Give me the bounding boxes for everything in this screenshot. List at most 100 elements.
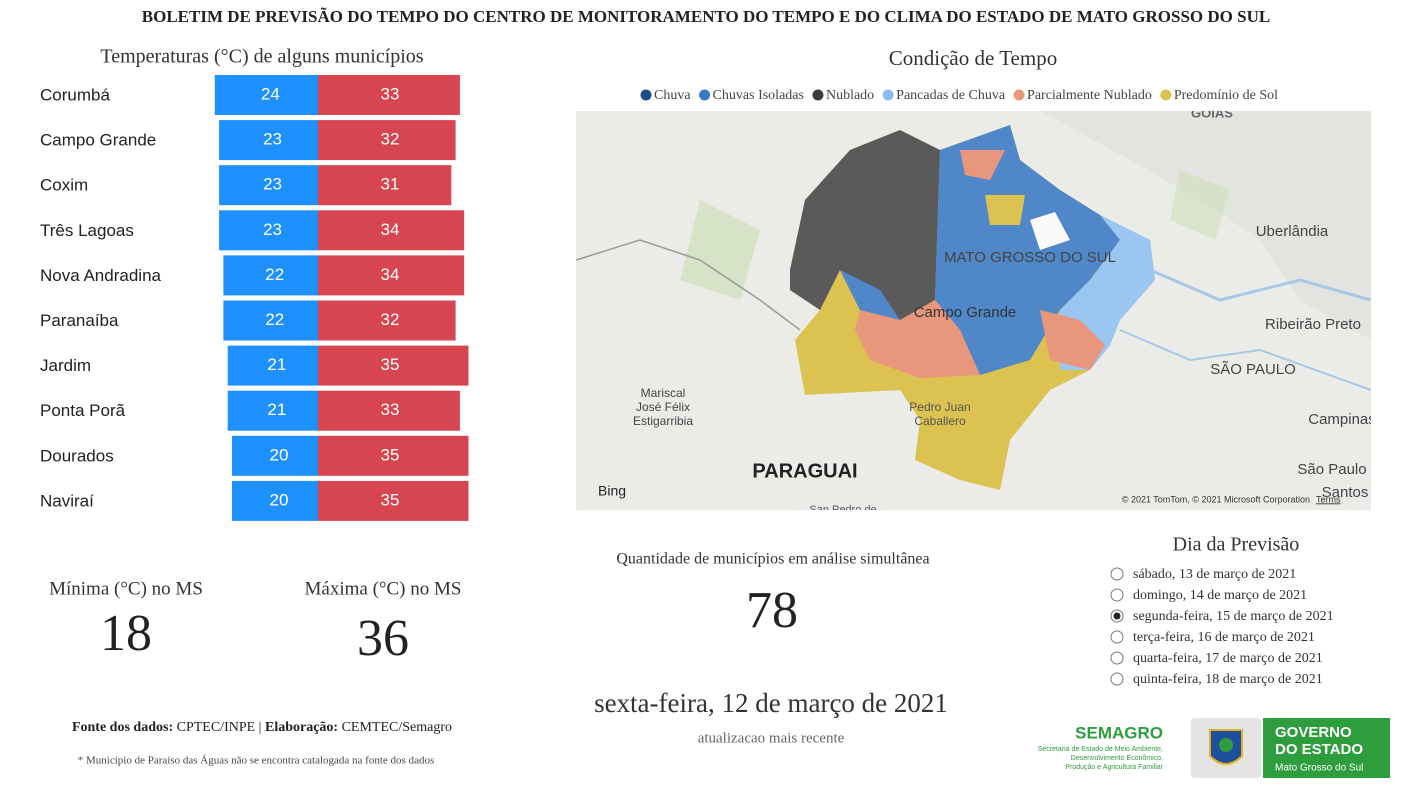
legend-label: Predomínio de Sol — [1174, 88, 1278, 103]
value-label: 35 — [381, 445, 400, 464]
temperature-chart: Corumbá 24 33 Campo Grande 23 32 Coxim 23 31 Três… — [40, 75, 469, 521]
map-legend: Chuva Chuvas Isoladas Nublado Pancadas de C… — [640, 88, 1278, 103]
page-title: BOLETIM DE PREVISÃO DO TEMPO DO CENTRO D… — [142, 7, 1270, 26]
value-label: 34 — [381, 220, 400, 239]
map-label: Ribeirão Preto — [1265, 316, 1361, 333]
value-label: 21 — [267, 355, 286, 374]
bar — [318, 75, 460, 115]
value-label: 35 — [381, 490, 400, 509]
value-label: 33 — [381, 84, 400, 103]
value-label: 20 — [270, 445, 289, 464]
option-label[interactable]: quinta-feira, 18 de março de 2021 — [1133, 672, 1323, 687]
governo-logo: GOVERNO DO ESTADO Mato Grosso do Sul — [1191, 718, 1390, 778]
update-date: sexta-feira, 12 de março de 2021 — [594, 688, 948, 718]
category-label: Dourados — [40, 446, 114, 465]
option-label[interactable]: terça-feira, 16 de março de 2021 — [1133, 630, 1315, 645]
semagro-line: Produção e Agricultura Familiar — [1065, 764, 1163, 771]
map-label: São Paulo — [1297, 461, 1366, 478]
value-label: 21 — [267, 400, 286, 419]
bar — [318, 480, 469, 521]
max-value: 36 — [357, 610, 409, 667]
map-label: MATO GROSSO DO SUL — [944, 249, 1116, 266]
governo-line: Mato Grosso do Sul — [1275, 763, 1363, 774]
value-label: 23 — [263, 220, 282, 239]
category-label: Jardim — [40, 356, 91, 375]
semagro-line: Secretaria de Estado de Meio Ambiente, — [1038, 746, 1163, 753]
map-terms[interactable]: Terms — [1316, 494, 1341, 504]
value-label: 22 — [265, 310, 284, 329]
map-label: Pedro Juan — [909, 400, 970, 414]
legend-marker — [1160, 89, 1172, 101]
bar — [223, 300, 318, 341]
bar — [219, 165, 318, 206]
legend-marker — [882, 89, 894, 101]
bar — [227, 390, 318, 431]
value-label: 22 — [265, 265, 284, 284]
option-label[interactable]: quarta-feira, 17 de março de 2021 — [1133, 651, 1323, 666]
governo-line: DO ESTADO — [1275, 741, 1363, 758]
value-label: 33 — [381, 400, 400, 419]
bar — [318, 165, 452, 206]
bar — [318, 390, 460, 431]
governo-line: GOVERNO — [1275, 724, 1352, 741]
map-attribution: © 2021 TomTom, © 2021 Microsoft Corporat… — [1122, 494, 1310, 504]
value-label: 23 — [263, 130, 282, 149]
bar — [318, 210, 465, 251]
map-title: Condição de Tempo — [889, 46, 1057, 70]
legend-label: Pancadas de Chuva — [896, 88, 1006, 103]
forecast-options: sábado, 13 de março de 2021 domingo, 14 d… — [1110, 567, 1334, 687]
radio[interactable] — [1110, 651, 1124, 665]
map: GOIÁS Uberlândia MATO GROSSO DO SUL Campo G… — [576, 105, 1371, 516]
footer-note: * Município de Paraíso das Águas não se … — [78, 755, 434, 767]
value-label: 23 — [263, 175, 282, 194]
legend-label: Chuva — [654, 88, 691, 103]
semagro-line: Desenvolvimento Econômico, — [1071, 755, 1163, 762]
bar — [318, 345, 469, 386]
map-label: Santos — [1322, 484, 1369, 501]
bar — [219, 120, 318, 161]
option-label[interactable]: sábado, 13 de março de 2021 — [1133, 567, 1296, 582]
legend-marker — [812, 89, 824, 101]
map-label: SÃO PAULO — [1210, 361, 1296, 378]
map-label: José Félix — [636, 400, 690, 414]
min-label: Mínima (°C) no MS — [49, 578, 203, 599]
bar — [214, 75, 318, 115]
option-label[interactable]: domingo, 14 de março de 2021 — [1133, 588, 1307, 603]
legend-marker — [1013, 89, 1025, 101]
category-label: Corumbá — [40, 85, 110, 104]
map-label: GOIÁS — [1191, 105, 1233, 120]
map-label: Caballero — [914, 414, 966, 428]
bar — [223, 255, 318, 296]
map-label: Uberlândia — [1256, 223, 1329, 240]
value-label: 34 — [381, 265, 400, 284]
legend-label: Parcialmente Nublado — [1027, 88, 1152, 103]
legend-label: Nublado — [826, 88, 874, 103]
count-label: Quantidade de municípios em análise simu… — [616, 551, 929, 568]
made: CEMTEC/Semagro — [338, 720, 452, 735]
category-label: Naviraí — [40, 491, 94, 510]
radio[interactable] — [1110, 588, 1124, 602]
category-label: Ponta Porã — [40, 401, 126, 420]
map-label: Estigarribia — [633, 414, 693, 428]
bar — [232, 435, 318, 476]
map-brand: Bing — [598, 483, 626, 499]
bar — [318, 120, 456, 161]
value-label: 35 — [381, 355, 400, 374]
category-label: Três Lagoas — [40, 221, 134, 240]
legend-marker — [699, 89, 711, 101]
chart-title: Temperaturas (°C) de alguns municípios — [100, 46, 423, 68]
value-label: 32 — [381, 130, 400, 149]
legend-marker — [640, 89, 652, 101]
radio[interactable] — [1110, 567, 1124, 581]
map-label: PARAGUAI — [752, 460, 857, 482]
radio[interactable] — [1110, 630, 1124, 644]
option-label[interactable]: segunda-feira, 15 de março de 2021 — [1133, 609, 1334, 624]
radio[interactable] — [1110, 672, 1124, 686]
max-label: Máxima (°C) no MS — [305, 578, 462, 599]
map-label: San Pedro de — [809, 504, 876, 516]
value-label: 31 — [381, 175, 400, 194]
bar — [227, 345, 318, 386]
source-label: Fonte dos dados: — [72, 720, 173, 735]
value-label: 20 — [270, 490, 289, 509]
